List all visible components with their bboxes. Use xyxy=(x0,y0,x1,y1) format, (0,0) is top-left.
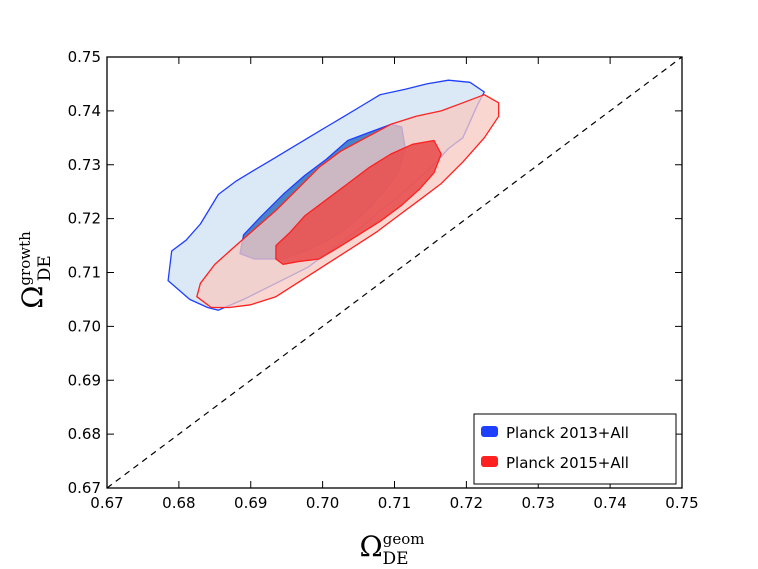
y-tick-label: 0.74 xyxy=(68,102,101,120)
legend-label-planck-2013: Planck 2013+All xyxy=(506,424,629,442)
y-axis-label: ΩgrowthDE xyxy=(16,231,55,309)
x-tick-label: 0.69 xyxy=(234,494,267,512)
legend: Planck 2013+All Planck 2015+All xyxy=(473,413,677,485)
diagonal-reference-line xyxy=(106,56,683,489)
x-tick-label: 0.75 xyxy=(665,494,698,512)
legend-swatch-planck-2013 xyxy=(481,426,498,437)
y-tick-label: 0.75 xyxy=(68,48,101,66)
y-tick-label: 0.67 xyxy=(68,479,101,497)
y-tick-label: 0.73 xyxy=(68,156,101,174)
x-tick-label: 0.71 xyxy=(378,494,411,512)
contour-68-planck-2015-all xyxy=(275,139,442,266)
x-axis-label-sup: geom xyxy=(383,530,425,548)
x-tick-label: 0.74 xyxy=(593,494,626,512)
legend-label-planck-2015: Planck 2015+All xyxy=(506,454,629,472)
x-axis-label: Ωgeom DE xyxy=(360,530,425,569)
x-axis-ticks: 0.67 0.68 0.69 0.70 0.71 0.72 0.73 0.74 0.75 xyxy=(90,57,699,512)
x-tick-label: 0.68 xyxy=(162,494,195,512)
legend-swatch-planck-2015 xyxy=(481,456,498,467)
y-tick-label: 0.68 xyxy=(68,425,101,443)
y-axis-label-sub: DE xyxy=(35,255,55,281)
y-tick-label: 0.72 xyxy=(68,210,101,228)
y-axis-ticks: 0.67 0.68 0.69 0.70 0.71 0.72 0.73 0.74 0.75 xyxy=(68,48,682,497)
x-axis-label-base: Ω xyxy=(360,530,383,563)
x-axis-label-sub: DE xyxy=(382,549,408,569)
y-tick-label: 0.70 xyxy=(68,317,101,335)
legend-box xyxy=(473,413,677,485)
x-tick-label: 0.73 xyxy=(522,494,555,512)
y-axis-label-base: Ω xyxy=(16,286,49,309)
y-tick-label: 0.71 xyxy=(68,264,101,282)
contour-layer xyxy=(167,79,500,311)
y-axis-label-group: ΩgrowthDE xyxy=(16,231,55,309)
x-tick-label: 0.72 xyxy=(450,494,483,512)
x-tick-label: 0.67 xyxy=(90,494,123,512)
x-tick-label: 0.70 xyxy=(306,494,339,512)
y-tick-label: 0.69 xyxy=(68,371,101,389)
y-axis-label-sup: growth xyxy=(16,231,34,286)
